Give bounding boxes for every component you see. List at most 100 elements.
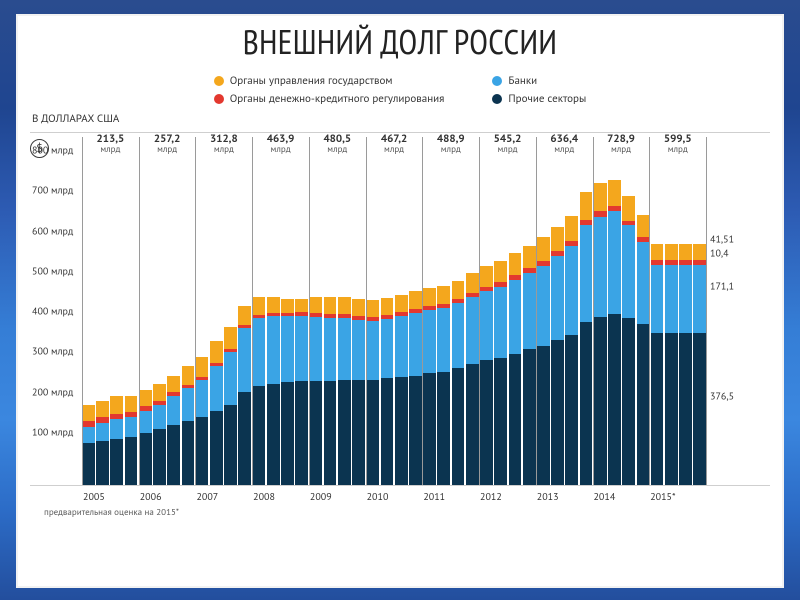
bar-segment-banks — [395, 316, 408, 377]
bar-segment-gov — [452, 281, 465, 299]
bar-segment-banks — [139, 411, 152, 433]
total-label: 599,5млрд — [649, 133, 706, 155]
x-year-label: 2008 — [252, 490, 309, 503]
bar-segment-banks — [594, 217, 607, 318]
bar-segment-gov — [423, 288, 436, 305]
bar-segment-banks — [281, 316, 294, 382]
currency-subtitle: В ДОЛЛАРАХ США — [32, 112, 774, 126]
bar-segment-banks — [238, 328, 251, 392]
bar-segment-other — [210, 411, 223, 485]
total-unit: млрд — [100, 145, 120, 155]
total-label: 488,9млрд — [422, 133, 479, 155]
bar-segment-other — [523, 349, 536, 485]
bar-segment-other — [310, 381, 323, 485]
year-gridline — [139, 137, 140, 485]
stacked-bar — [423, 288, 436, 485]
bar-segment-banks — [153, 405, 166, 429]
right-data-labels: 41,5110,4171,1376,5 — [710, 163, 762, 485]
y-tick: 400 млрд — [32, 305, 73, 318]
final-value-gov: 41,51 — [710, 233, 762, 246]
bar-segment-other — [651, 333, 664, 485]
bar-segment-banks — [110, 419, 123, 438]
bar-segment-gov — [366, 300, 379, 317]
stacked-bar — [153, 384, 166, 485]
bar-segment-banks — [452, 303, 465, 368]
bar-segment-banks — [509, 280, 522, 354]
bar-segment-banks — [551, 256, 564, 341]
bar-segment-other — [409, 376, 422, 485]
bar-segment-banks — [295, 316, 308, 382]
bar-segment-other — [580, 322, 593, 485]
stacked-bar — [238, 306, 251, 485]
x-axis: 2005200620072008200920102011201220132014… — [82, 490, 706, 503]
bar-segment-other — [281, 382, 294, 485]
total-label: 213,5млрд — [82, 133, 139, 155]
bar-segment-banks — [324, 318, 337, 382]
total-label: 467,2млрд — [366, 133, 423, 155]
legend-label-other: Прочие секторы — [508, 92, 586, 106]
year-gridline — [82, 137, 83, 485]
bar-segment-other — [494, 358, 507, 485]
x-year-label: 2005 — [82, 490, 139, 503]
bar-segment-gov — [580, 192, 593, 219]
stacked-bar — [281, 299, 294, 485]
bar-segment-other — [238, 392, 251, 485]
bar-segment-banks — [338, 318, 351, 380]
bar-segment-other — [665, 333, 678, 485]
bar-segment-other — [466, 364, 479, 485]
x-year-label: 2006 — [139, 490, 196, 503]
total-label: 636,4млрд — [536, 133, 593, 155]
stacked-bar — [651, 244, 664, 485]
bar-segment-banks — [637, 242, 650, 324]
stacked-bar — [295, 299, 308, 485]
bar-segment-gov — [594, 183, 607, 211]
year-gridline — [649, 137, 650, 485]
bar-segment-other — [594, 317, 607, 485]
y-tick: 500 млрд — [32, 264, 73, 277]
total-unit: млрд — [384, 145, 404, 155]
bar-segment-banks — [437, 308, 450, 372]
bar-segment-other — [167, 425, 180, 485]
bar-segment-other — [253, 386, 266, 485]
bar-segment-banks — [409, 313, 422, 376]
bar-segment-gov — [96, 401, 109, 418]
year-gridline — [536, 137, 537, 485]
bar-segment-gov — [210, 341, 223, 363]
stacked-bar — [665, 244, 678, 485]
bar-segment-banks — [480, 291, 493, 360]
bar-segment-gov — [651, 244, 664, 261]
bar-segment-gov — [182, 366, 195, 385]
legend-label-gov: Органы управления государством — [230, 74, 393, 88]
bar-segment-gov — [665, 244, 678, 261]
bar-segment-other — [537, 346, 550, 485]
bar-segment-other — [509, 354, 522, 485]
bar-segment-banks — [523, 273, 536, 349]
legend-item-banks: Банки — [492, 74, 586, 88]
stacked-bar — [224, 327, 237, 485]
bar-segment-gov — [509, 253, 522, 275]
stacked-bar — [310, 297, 323, 485]
stacked-bar — [537, 237, 550, 485]
bar-segment-gov — [224, 327, 237, 349]
bar-segment-gov — [494, 261, 507, 282]
bar-segment-gov — [310, 297, 323, 312]
x-year-label: 2014 — [592, 490, 649, 503]
bar-segment-banks — [366, 321, 379, 379]
bar-segment-gov — [437, 286, 450, 304]
stacked-bar — [167, 376, 180, 485]
bar-segment-banks — [665, 265, 678, 334]
bar-segment-other — [637, 324, 650, 485]
bar-segment-other — [96, 441, 109, 485]
bar-segment-gov — [110, 396, 123, 414]
bar-segment-other — [622, 318, 635, 485]
stacked-bar — [324, 297, 337, 485]
bar-segment-other — [452, 368, 465, 485]
year-gridline — [422, 137, 423, 485]
legend-label-banks: Банки — [508, 74, 537, 88]
legend-item-gov: Органы управления государством — [214, 74, 445, 88]
stacked-bar — [494, 261, 507, 485]
bar-segment-other — [338, 380, 351, 485]
bar-segment-banks — [622, 225, 635, 318]
page-title: ВНЕШНИЙ ДОЛГ РОССИИ — [26, 16, 774, 64]
x-year-label: 2015* — [649, 490, 706, 503]
